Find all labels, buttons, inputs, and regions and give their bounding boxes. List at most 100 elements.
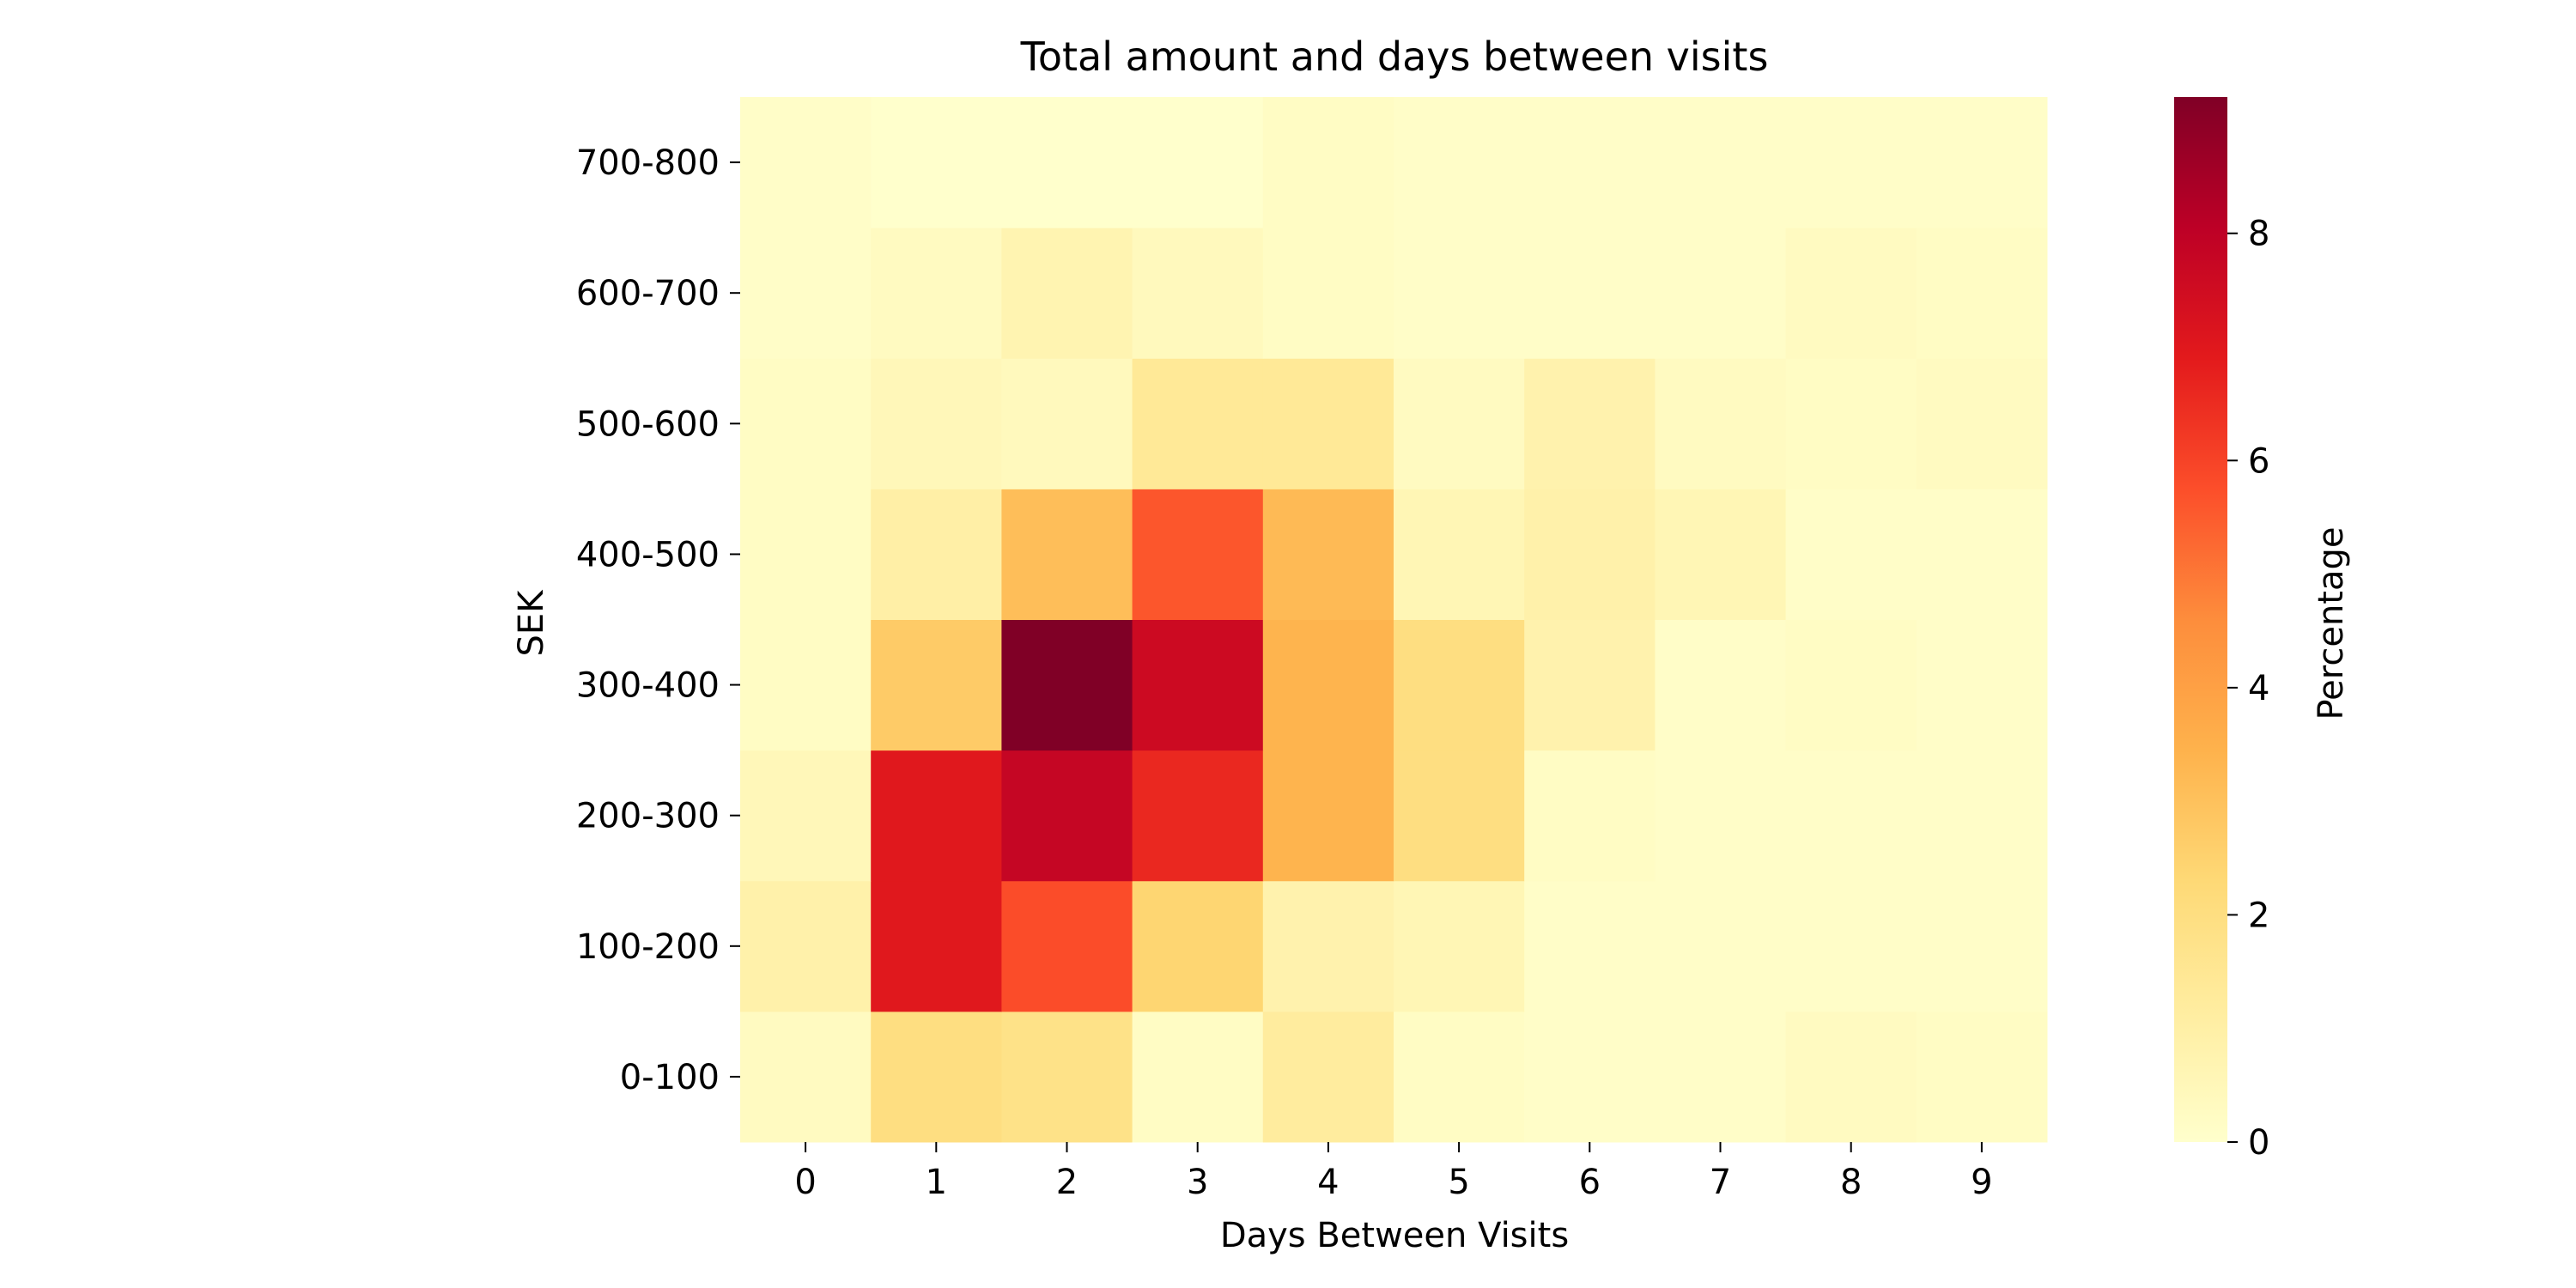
heatmap-cell xyxy=(1262,619,1394,751)
heatmap-cell xyxy=(1785,358,1917,489)
heatmap-cell xyxy=(1655,619,1787,751)
heatmap-cell xyxy=(1132,750,1264,882)
heatmap-cell xyxy=(1001,228,1133,359)
heatmap-cell xyxy=(871,97,1002,228)
heatmap-cell xyxy=(1524,228,1656,359)
heatmap-cell xyxy=(1001,750,1133,882)
heatmap-cell xyxy=(1132,489,1264,620)
heatmap-cell xyxy=(1785,750,1917,882)
heatmap-cell xyxy=(1132,880,1264,1012)
heatmap-cell xyxy=(1001,880,1133,1012)
y-axis-label: SEK xyxy=(512,589,551,657)
heatmap-cell xyxy=(1785,97,1917,228)
heatmap-cell xyxy=(1524,489,1656,620)
heatmap-cell xyxy=(1394,1011,1525,1143)
y-tick-label: 100-200 xyxy=(576,927,720,967)
heatmap-cell xyxy=(1394,97,1525,228)
heatmap-cell xyxy=(871,358,1002,489)
heatmap-cell xyxy=(1001,489,1133,620)
heatmap-cell xyxy=(871,1011,1002,1143)
heatmap-cell xyxy=(1132,97,1264,228)
y-tick-label: 600-700 xyxy=(576,274,720,313)
colorbar-tick-label: 4 xyxy=(2248,669,2269,708)
heatmap-cell xyxy=(740,97,872,228)
heatmap-cell xyxy=(1524,97,1656,228)
x-axis-label: Days Between Visits xyxy=(1220,1216,1569,1255)
heatmap-cell xyxy=(1394,750,1525,882)
heatmap-cell xyxy=(1394,489,1525,620)
x-tick-label: 6 xyxy=(1579,1163,1601,1202)
heatmap-cell xyxy=(1262,750,1394,882)
colorbar-tick-label: 8 xyxy=(2248,215,2269,254)
heatmap-cell xyxy=(1394,358,1525,489)
x-tick-label: 2 xyxy=(1056,1163,1078,1202)
heatmap-cell xyxy=(1132,1011,1264,1143)
heatmap-cell xyxy=(871,489,1002,620)
heatmap-cell xyxy=(1262,1011,1394,1143)
y-tick-label: 300-400 xyxy=(576,666,720,706)
heatmap-cell xyxy=(1785,619,1917,751)
heatmap-cell xyxy=(1132,358,1264,489)
heatmap-cell xyxy=(871,619,1002,751)
heatmap-cell xyxy=(871,880,1002,1012)
colorbar: 0 2 4 6 8 Percentage xyxy=(2174,97,2351,1163)
colorbar-tick-label: 2 xyxy=(2248,896,2269,935)
colorbar-label: Percentage xyxy=(2312,526,2351,720)
heatmap-cell xyxy=(1524,619,1656,751)
colorbar-gradient xyxy=(2174,97,2227,1142)
heatmap-cell xyxy=(1262,97,1394,228)
heatmap-cell xyxy=(1394,880,1525,1012)
chart-title: Total amount and days between visits xyxy=(1020,33,1769,80)
heatmap-cell xyxy=(1655,228,1787,359)
heatmap-cell xyxy=(1001,358,1133,489)
heatmap-cell xyxy=(1394,619,1525,751)
heatmap-cell xyxy=(1394,228,1525,359)
heatmap-cell xyxy=(1655,880,1787,1012)
heatmap-cell xyxy=(740,358,872,489)
heatmap-cell xyxy=(1524,1011,1656,1143)
heatmap-cell xyxy=(1655,750,1787,882)
heatmap-cell xyxy=(1262,358,1394,489)
y-axis: 0-100 100-200 200-300 300-400 400-500 500-600… xyxy=(576,143,740,1097)
heatmap-cell xyxy=(1262,489,1394,620)
heatmap-cell xyxy=(1916,228,2048,359)
heatmap-cell xyxy=(1655,1011,1787,1143)
heatmap-cell xyxy=(1655,489,1787,620)
heatmap-cell xyxy=(1916,1011,2048,1143)
heatmap-cell xyxy=(740,880,872,1012)
x-tick-label: 9 xyxy=(1971,1163,1992,1202)
heatmap-cell xyxy=(740,750,872,882)
heatmap-cell xyxy=(1524,750,1656,882)
heatmap-cell xyxy=(1001,97,1133,228)
heatmap-cell xyxy=(1916,358,2048,489)
heatmap-cell xyxy=(740,1011,872,1143)
x-tick-label: 4 xyxy=(1317,1163,1339,1202)
heatmap-cell xyxy=(1524,880,1656,1012)
heatmap-cell xyxy=(1785,880,1917,1012)
x-axis: 0 1 2 3 4 5 6 7 8 9 xyxy=(794,1142,1993,1202)
heatmap-cell xyxy=(1001,619,1133,751)
heatmap-cell xyxy=(1916,619,2048,751)
heatmap-cell xyxy=(1001,1011,1133,1143)
heatmap-cell xyxy=(1916,750,2048,882)
heatmap-cell xyxy=(871,750,1002,882)
heatmap-cell xyxy=(871,228,1002,359)
heatmap-cell xyxy=(1916,880,2048,1012)
y-tick-label: 400-500 xyxy=(576,535,720,574)
y-tick-label: 0-100 xyxy=(620,1058,720,1097)
heatmap-cell xyxy=(1524,358,1656,489)
x-tick-label: 0 xyxy=(794,1163,816,1202)
heatmap-cell xyxy=(1785,489,1917,620)
x-tick-label: 5 xyxy=(1448,1163,1469,1202)
heatmap-cell xyxy=(1655,358,1787,489)
colorbar-ticks: 0 2 4 6 8 xyxy=(2227,215,2269,1163)
heatmap-cell xyxy=(1262,880,1394,1012)
heatmap-cell xyxy=(740,619,872,751)
heatmap-cell xyxy=(1785,1011,1917,1143)
x-tick-label: 7 xyxy=(1710,1163,1731,1202)
x-tick-label: 8 xyxy=(1840,1163,1862,1202)
colorbar-tick-label: 6 xyxy=(2248,441,2269,481)
colorbar-tick-label: 0 xyxy=(2248,1123,2269,1163)
y-tick-label: 700-800 xyxy=(576,143,720,183)
